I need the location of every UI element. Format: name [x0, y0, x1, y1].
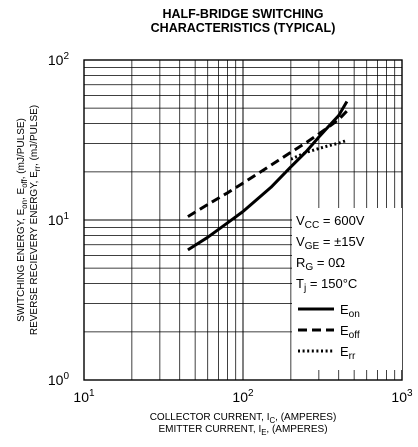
x-tick-label: 101: [73, 388, 95, 405]
title-line: CHARACTERISTICS (TYPICAL): [151, 21, 336, 35]
condition-line: RG = 0Ω: [296, 255, 345, 273]
x-tick-label: 102: [232, 388, 254, 405]
legend: VCC = 600V VGE = ±15V RG = 0Ω Tj = 150°C Eon…: [292, 208, 402, 370]
condition-line: VGE = ±15V: [296, 234, 365, 252]
condition-line: VCC = 600V: [296, 213, 365, 231]
y-tick-label: 101: [48, 211, 70, 228]
y-axis-label-line: REVERSE RECIEVERY ENERGY, Err, (mJ/PULSE…: [29, 105, 42, 335]
legend-label: Err: [340, 344, 356, 362]
legend-background: [292, 208, 402, 370]
x-tick-label: 103: [391, 388, 413, 405]
series-line-eoff: [187, 109, 348, 218]
y-tick-labels: 100 101 102: [48, 51, 70, 388]
title-line: HALF-BRIDGE SWITCHING: [162, 7, 323, 21]
x-axis-label-line: COLLECTOR CURRENT, IC, (AMPERES): [150, 412, 337, 425]
series-line-eon: [187, 100, 349, 252]
legend-label: Eoff: [340, 323, 360, 341]
series-lines: [187, 100, 349, 252]
y-axis-label: SWITCHING ENERGY, Eon, Eoff, (mJ/PULSE)R…: [16, 105, 42, 335]
y-tick-label: 102: [48, 51, 70, 68]
series-line-err: [290, 138, 348, 161]
legend-label: Eon: [340, 302, 360, 320]
y-tick-label: 100: [48, 371, 70, 388]
x-axis-label-line: EMITTER CURRENT, IE, (AMPERES): [158, 424, 327, 437]
x-tick-labels: 101 102 103: [73, 388, 413, 405]
y-axis-label-line: SWITCHING ENERGY, Eon, Eoff, (mJ/PULSE): [16, 118, 29, 322]
x-axis-label: COLLECTOR CURRENT, IC, (AMPERES)EMITTER …: [150, 412, 337, 437]
condition-line: Tj = 150°C: [296, 276, 357, 294]
